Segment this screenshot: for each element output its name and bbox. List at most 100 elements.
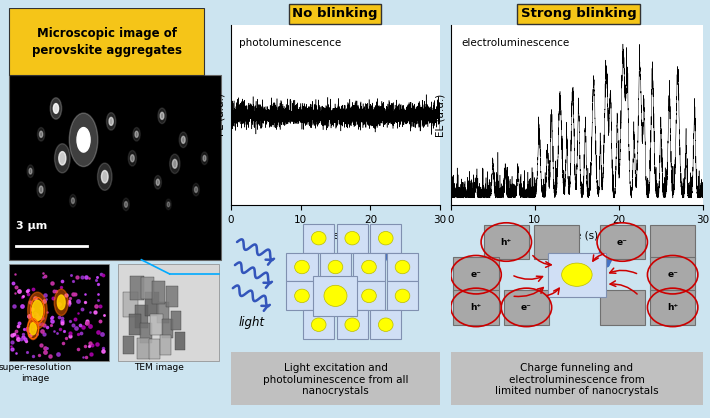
- FancyBboxPatch shape: [337, 310, 368, 339]
- FancyBboxPatch shape: [157, 301, 169, 324]
- Circle shape: [179, 132, 187, 148]
- Ellipse shape: [295, 260, 310, 274]
- FancyBboxPatch shape: [599, 225, 645, 259]
- Circle shape: [135, 131, 138, 138]
- Text: h⁺: h⁺: [471, 303, 481, 312]
- Text: e⁻: e⁻: [617, 237, 628, 247]
- Circle shape: [102, 171, 108, 183]
- Circle shape: [27, 165, 34, 178]
- FancyBboxPatch shape: [599, 290, 645, 325]
- FancyBboxPatch shape: [286, 281, 317, 310]
- FancyBboxPatch shape: [387, 252, 418, 281]
- Circle shape: [70, 194, 76, 207]
- FancyBboxPatch shape: [370, 310, 401, 339]
- FancyBboxPatch shape: [141, 277, 155, 299]
- Text: e⁻: e⁻: [471, 270, 481, 279]
- Ellipse shape: [395, 289, 410, 303]
- Circle shape: [158, 108, 166, 124]
- FancyBboxPatch shape: [314, 276, 357, 316]
- Y-axis label: PL (a.u.): PL (a.u.): [215, 94, 225, 136]
- FancyBboxPatch shape: [129, 314, 141, 335]
- FancyBboxPatch shape: [9, 75, 222, 260]
- Text: photoluminescence: photoluminescence: [239, 38, 342, 48]
- FancyBboxPatch shape: [650, 257, 695, 292]
- Circle shape: [109, 117, 114, 125]
- Text: Charge funneling and
electroluminescence from
limited number of nanocrystals: Charge funneling and electroluminescence…: [495, 363, 659, 396]
- Circle shape: [129, 150, 136, 166]
- Circle shape: [72, 198, 75, 204]
- Circle shape: [32, 300, 43, 321]
- FancyBboxPatch shape: [370, 224, 401, 252]
- FancyBboxPatch shape: [650, 225, 695, 259]
- FancyBboxPatch shape: [534, 225, 579, 259]
- Circle shape: [160, 112, 164, 120]
- Circle shape: [124, 201, 128, 207]
- Ellipse shape: [361, 289, 376, 303]
- Circle shape: [165, 199, 171, 210]
- Ellipse shape: [345, 318, 359, 331]
- FancyBboxPatch shape: [175, 332, 185, 350]
- Ellipse shape: [295, 289, 310, 303]
- Circle shape: [77, 127, 90, 152]
- Text: electroluminescence: electroluminescence: [461, 38, 569, 48]
- FancyBboxPatch shape: [504, 290, 549, 325]
- Circle shape: [50, 98, 62, 119]
- FancyBboxPatch shape: [448, 352, 706, 408]
- FancyBboxPatch shape: [454, 290, 498, 325]
- Circle shape: [173, 159, 178, 168]
- FancyBboxPatch shape: [9, 8, 204, 75]
- Circle shape: [53, 104, 58, 113]
- FancyBboxPatch shape: [130, 276, 144, 301]
- FancyBboxPatch shape: [152, 281, 165, 303]
- Circle shape: [29, 168, 32, 174]
- FancyBboxPatch shape: [387, 281, 418, 310]
- Circle shape: [40, 131, 43, 138]
- X-axis label: Time (s): Time (s): [315, 230, 356, 240]
- Text: No blinking: No blinking: [293, 7, 378, 20]
- FancyBboxPatch shape: [148, 339, 160, 359]
- FancyBboxPatch shape: [650, 290, 695, 325]
- FancyBboxPatch shape: [135, 305, 148, 328]
- FancyBboxPatch shape: [162, 319, 173, 339]
- Ellipse shape: [378, 232, 393, 245]
- Circle shape: [123, 198, 129, 211]
- FancyBboxPatch shape: [484, 225, 529, 259]
- FancyBboxPatch shape: [170, 311, 182, 330]
- Ellipse shape: [562, 263, 592, 286]
- Circle shape: [38, 127, 45, 141]
- FancyBboxPatch shape: [140, 323, 151, 343]
- FancyBboxPatch shape: [165, 285, 178, 307]
- Circle shape: [192, 184, 200, 196]
- FancyBboxPatch shape: [118, 264, 219, 361]
- Circle shape: [55, 144, 70, 173]
- FancyBboxPatch shape: [138, 339, 150, 359]
- Text: Strong blinking: Strong blinking: [520, 7, 637, 20]
- FancyBboxPatch shape: [9, 264, 109, 361]
- Text: h⁺: h⁺: [501, 237, 512, 247]
- Circle shape: [156, 179, 160, 186]
- FancyBboxPatch shape: [229, 352, 442, 408]
- Y-axis label: EL (a.u.): EL (a.u.): [435, 93, 445, 137]
- Circle shape: [170, 154, 180, 173]
- Circle shape: [201, 152, 208, 165]
- FancyBboxPatch shape: [354, 252, 385, 281]
- Text: h⁺: h⁺: [667, 303, 678, 312]
- Text: TEM image: TEM image: [133, 363, 184, 372]
- Circle shape: [70, 113, 98, 167]
- Text: Light excitation and
photoluminescence from all
nanocrystals: Light excitation and photoluminescence f…: [263, 363, 408, 396]
- FancyBboxPatch shape: [124, 292, 138, 317]
- Text: light: light: [239, 316, 265, 329]
- X-axis label: Time (s): Time (s): [556, 230, 598, 240]
- Ellipse shape: [312, 318, 326, 331]
- FancyBboxPatch shape: [548, 252, 606, 297]
- Circle shape: [30, 323, 36, 335]
- FancyBboxPatch shape: [303, 310, 334, 339]
- FancyBboxPatch shape: [354, 281, 385, 310]
- Circle shape: [203, 155, 206, 161]
- Circle shape: [97, 163, 112, 190]
- FancyBboxPatch shape: [146, 292, 159, 316]
- Circle shape: [167, 202, 170, 207]
- Ellipse shape: [328, 260, 343, 274]
- Circle shape: [195, 187, 197, 193]
- Bar: [11, 217, 94, 252]
